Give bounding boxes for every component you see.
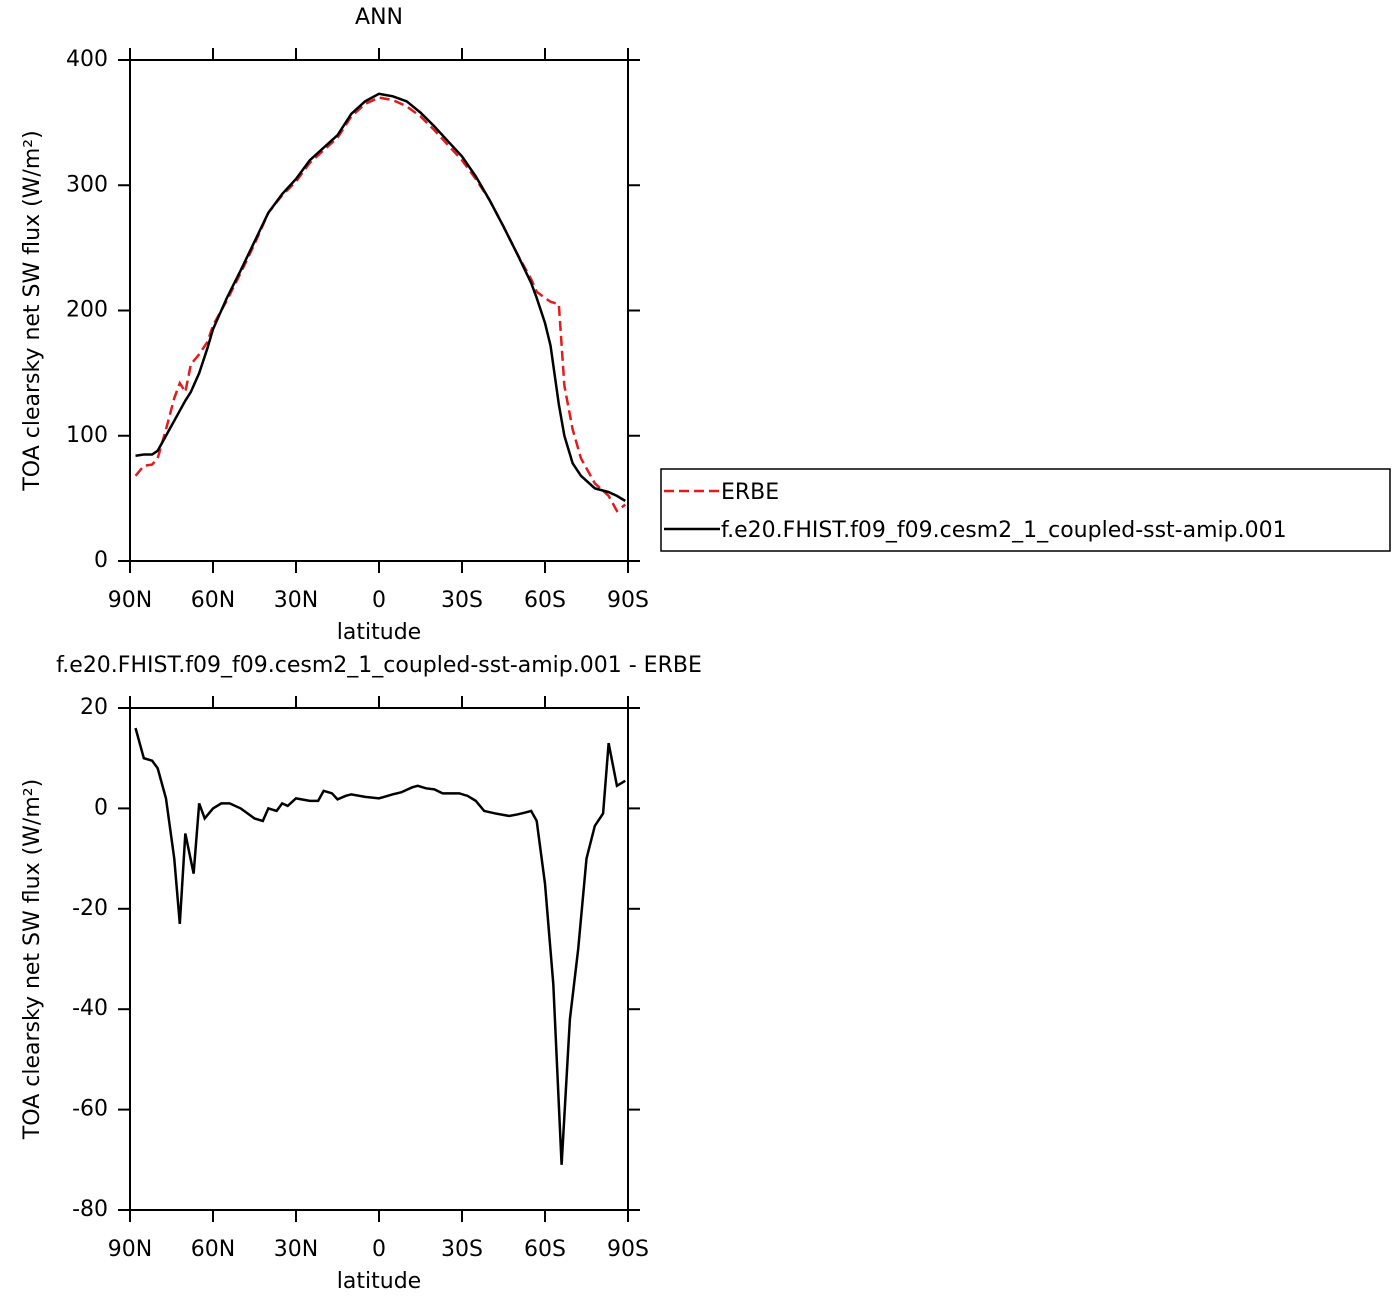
y-axis-label: TOA clearsky net SW flux (W/m²) <box>20 130 45 491</box>
data-line <box>134 96 626 513</box>
y-tick-label: 400 <box>66 47 108 72</box>
y-tick-label: 0 <box>94 548 108 573</box>
y-tick-label: -40 <box>72 996 108 1021</box>
x-axis-label: latitude <box>337 1269 421 1294</box>
y-tick-label: -80 <box>72 1197 108 1222</box>
x-tick-label: 60S <box>524 1237 566 1262</box>
chart-title: ANN <box>355 5 403 30</box>
y-tick-label: 200 <box>66 298 108 323</box>
y-tick-label: 300 <box>66 172 108 197</box>
x-tick-label: 90S <box>607 1237 649 1262</box>
data-line <box>135 92 626 502</box>
x-tick-label: 30N <box>274 1237 318 1262</box>
y-axis-label: TOA clearsky net SW flux (W/m²) <box>20 779 45 1140</box>
legend-box <box>660 468 1391 552</box>
y-tick-label: -20 <box>72 896 108 921</box>
x-tick-label: 0 <box>372 588 386 613</box>
x-tick-label: 60N <box>191 588 235 613</box>
plot-frame <box>129 59 629 562</box>
x-tick-label: 90N <box>108 1237 152 1262</box>
x-tick-label: 90N <box>108 588 152 613</box>
x-tick-label: 30S <box>441 1237 483 1262</box>
x-tick-label: 60S <box>524 588 566 613</box>
x-tick-label: 30N <box>274 588 318 613</box>
chart-title: f.e20.FHIST.f09_f09.cesm2_1_coupled-sst-… <box>56 653 702 678</box>
legend-label: f.e20.FHIST.f09_f09.cesm2_1_coupled-sst-… <box>721 518 1287 543</box>
legend-label: ERBE <box>721 480 779 505</box>
x-tick-label: 60N <box>191 1237 235 1262</box>
x-tick-label: 90S <box>607 588 649 613</box>
x-axis-label: latitude <box>337 620 421 645</box>
x-tick-label: 0 <box>372 1237 386 1262</box>
y-tick-label: -60 <box>72 1097 108 1122</box>
x-tick-label: 30S <box>441 588 483 613</box>
y-tick-label: 0 <box>94 795 108 820</box>
y-tick-label: 100 <box>66 423 108 448</box>
plot-frame <box>129 707 629 1211</box>
y-tick-label: 20 <box>80 695 108 720</box>
data-line <box>134 727 626 1165</box>
